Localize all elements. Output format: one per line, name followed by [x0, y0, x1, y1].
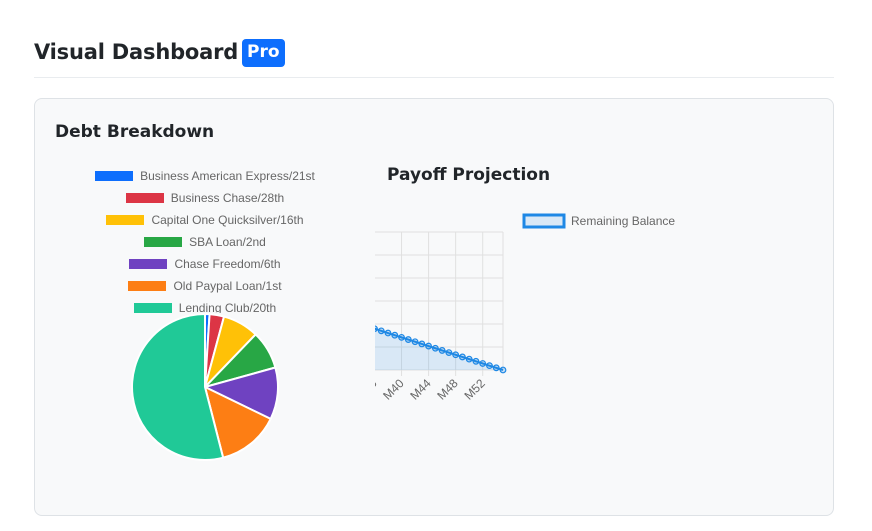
balance-point[interactable] [375, 325, 378, 333]
pro-badge: Pro [242, 39, 285, 67]
balance-point[interactable] [391, 331, 399, 339]
balance-point[interactable] [472, 357, 480, 365]
balance-area [375, 328, 503, 370]
legend-swatch [125, 193, 164, 203]
legend-label: SBA Loan/2nd [189, 235, 266, 249]
payoff-line-chart: Remaining Balance05,00010,00015,00020,00… [375, 213, 675, 403]
card-title: Debt Breakdown [55, 122, 215, 142]
debt-pie-chart [131, 312, 279, 461]
legend-swatch [95, 171, 134, 181]
balance-point[interactable] [425, 342, 432, 350]
balance-line [375, 327, 504, 371]
balance-point[interactable] [377, 327, 385, 335]
pie-legend-item[interactable]: Lending Club/20th [75, 297, 335, 313]
pie-legend-item[interactable]: Business American Express/21st [75, 165, 335, 187]
balance-point[interactable] [465, 355, 473, 363]
line-legend-swatch[interactable] [522, 213, 566, 229]
balance-point[interactable] [479, 360, 487, 367]
legend-swatch [144, 237, 183, 247]
balance-point[interactable] [431, 344, 439, 352]
pie-legend-item[interactable]: Business Chase/28th [75, 187, 335, 209]
legend-label: Business Chase/28th [170, 191, 285, 205]
legend-label: Chase Freedom/6th [174, 257, 281, 271]
balance-point[interactable] [452, 351, 460, 359]
x-tick-label: M36 [375, 376, 380, 403]
page-title: Visual Dashboard [34, 40, 239, 64]
pie-legend: Business American Express/21st Business C… [75, 165, 335, 313]
payoff-chart-title: Payoff Projection [387, 165, 551, 185]
balance-point[interactable] [438, 347, 446, 354]
balance-point[interactable] [459, 353, 466, 361]
legend-label: Capital One Quicksilver/16th [151, 213, 304, 227]
pie-slice[interactable] [131, 312, 225, 461]
balance-point[interactable] [398, 333, 405, 341]
balance-point[interactable] [404, 336, 412, 343]
x-tick-label: M44 [407, 376, 434, 403]
legend-swatch [129, 259, 168, 269]
page-header: Visual Dashboard Pro [34, 38, 834, 78]
x-tick-label: M40 [380, 376, 407, 403]
balance-point[interactable] [411, 338, 419, 346]
legend-label: Lending Club/20th [178, 301, 277, 313]
x-tick-label: M48 [434, 376, 461, 403]
pie-legend-item[interactable]: SBA Loan/2nd [75, 231, 335, 253]
legend-label: Old Paypal Loan/1st [173, 279, 282, 293]
x-tick-label: M52 [461, 376, 488, 403]
debt-breakdown-card: Debt Breakdown Business American Express… [34, 98, 834, 516]
balance-point[interactable] [418, 340, 426, 348]
line-legend-label: Remaining Balance [571, 214, 675, 228]
pie-slice[interactable] [203, 385, 272, 459]
pie-legend-item[interactable]: Capital One Quicksilver/16th [75, 209, 335, 231]
pie-legend-item[interactable]: Chase Freedom/6th [75, 253, 335, 275]
balance-point[interactable] [445, 349, 453, 357]
legend-swatch [128, 281, 167, 291]
legend-swatch [106, 215, 145, 225]
balance-point[interactable] [384, 329, 392, 337]
balance-point[interactable] [499, 366, 507, 374]
legend-swatch [133, 303, 172, 313]
pie-legend-item[interactable]: Old Paypal Loan/1st [75, 275, 335, 297]
legend-label: Business American Express/21st [140, 169, 315, 183]
balance-point[interactable] [492, 364, 500, 372]
balance-point[interactable] [486, 362, 493, 370]
